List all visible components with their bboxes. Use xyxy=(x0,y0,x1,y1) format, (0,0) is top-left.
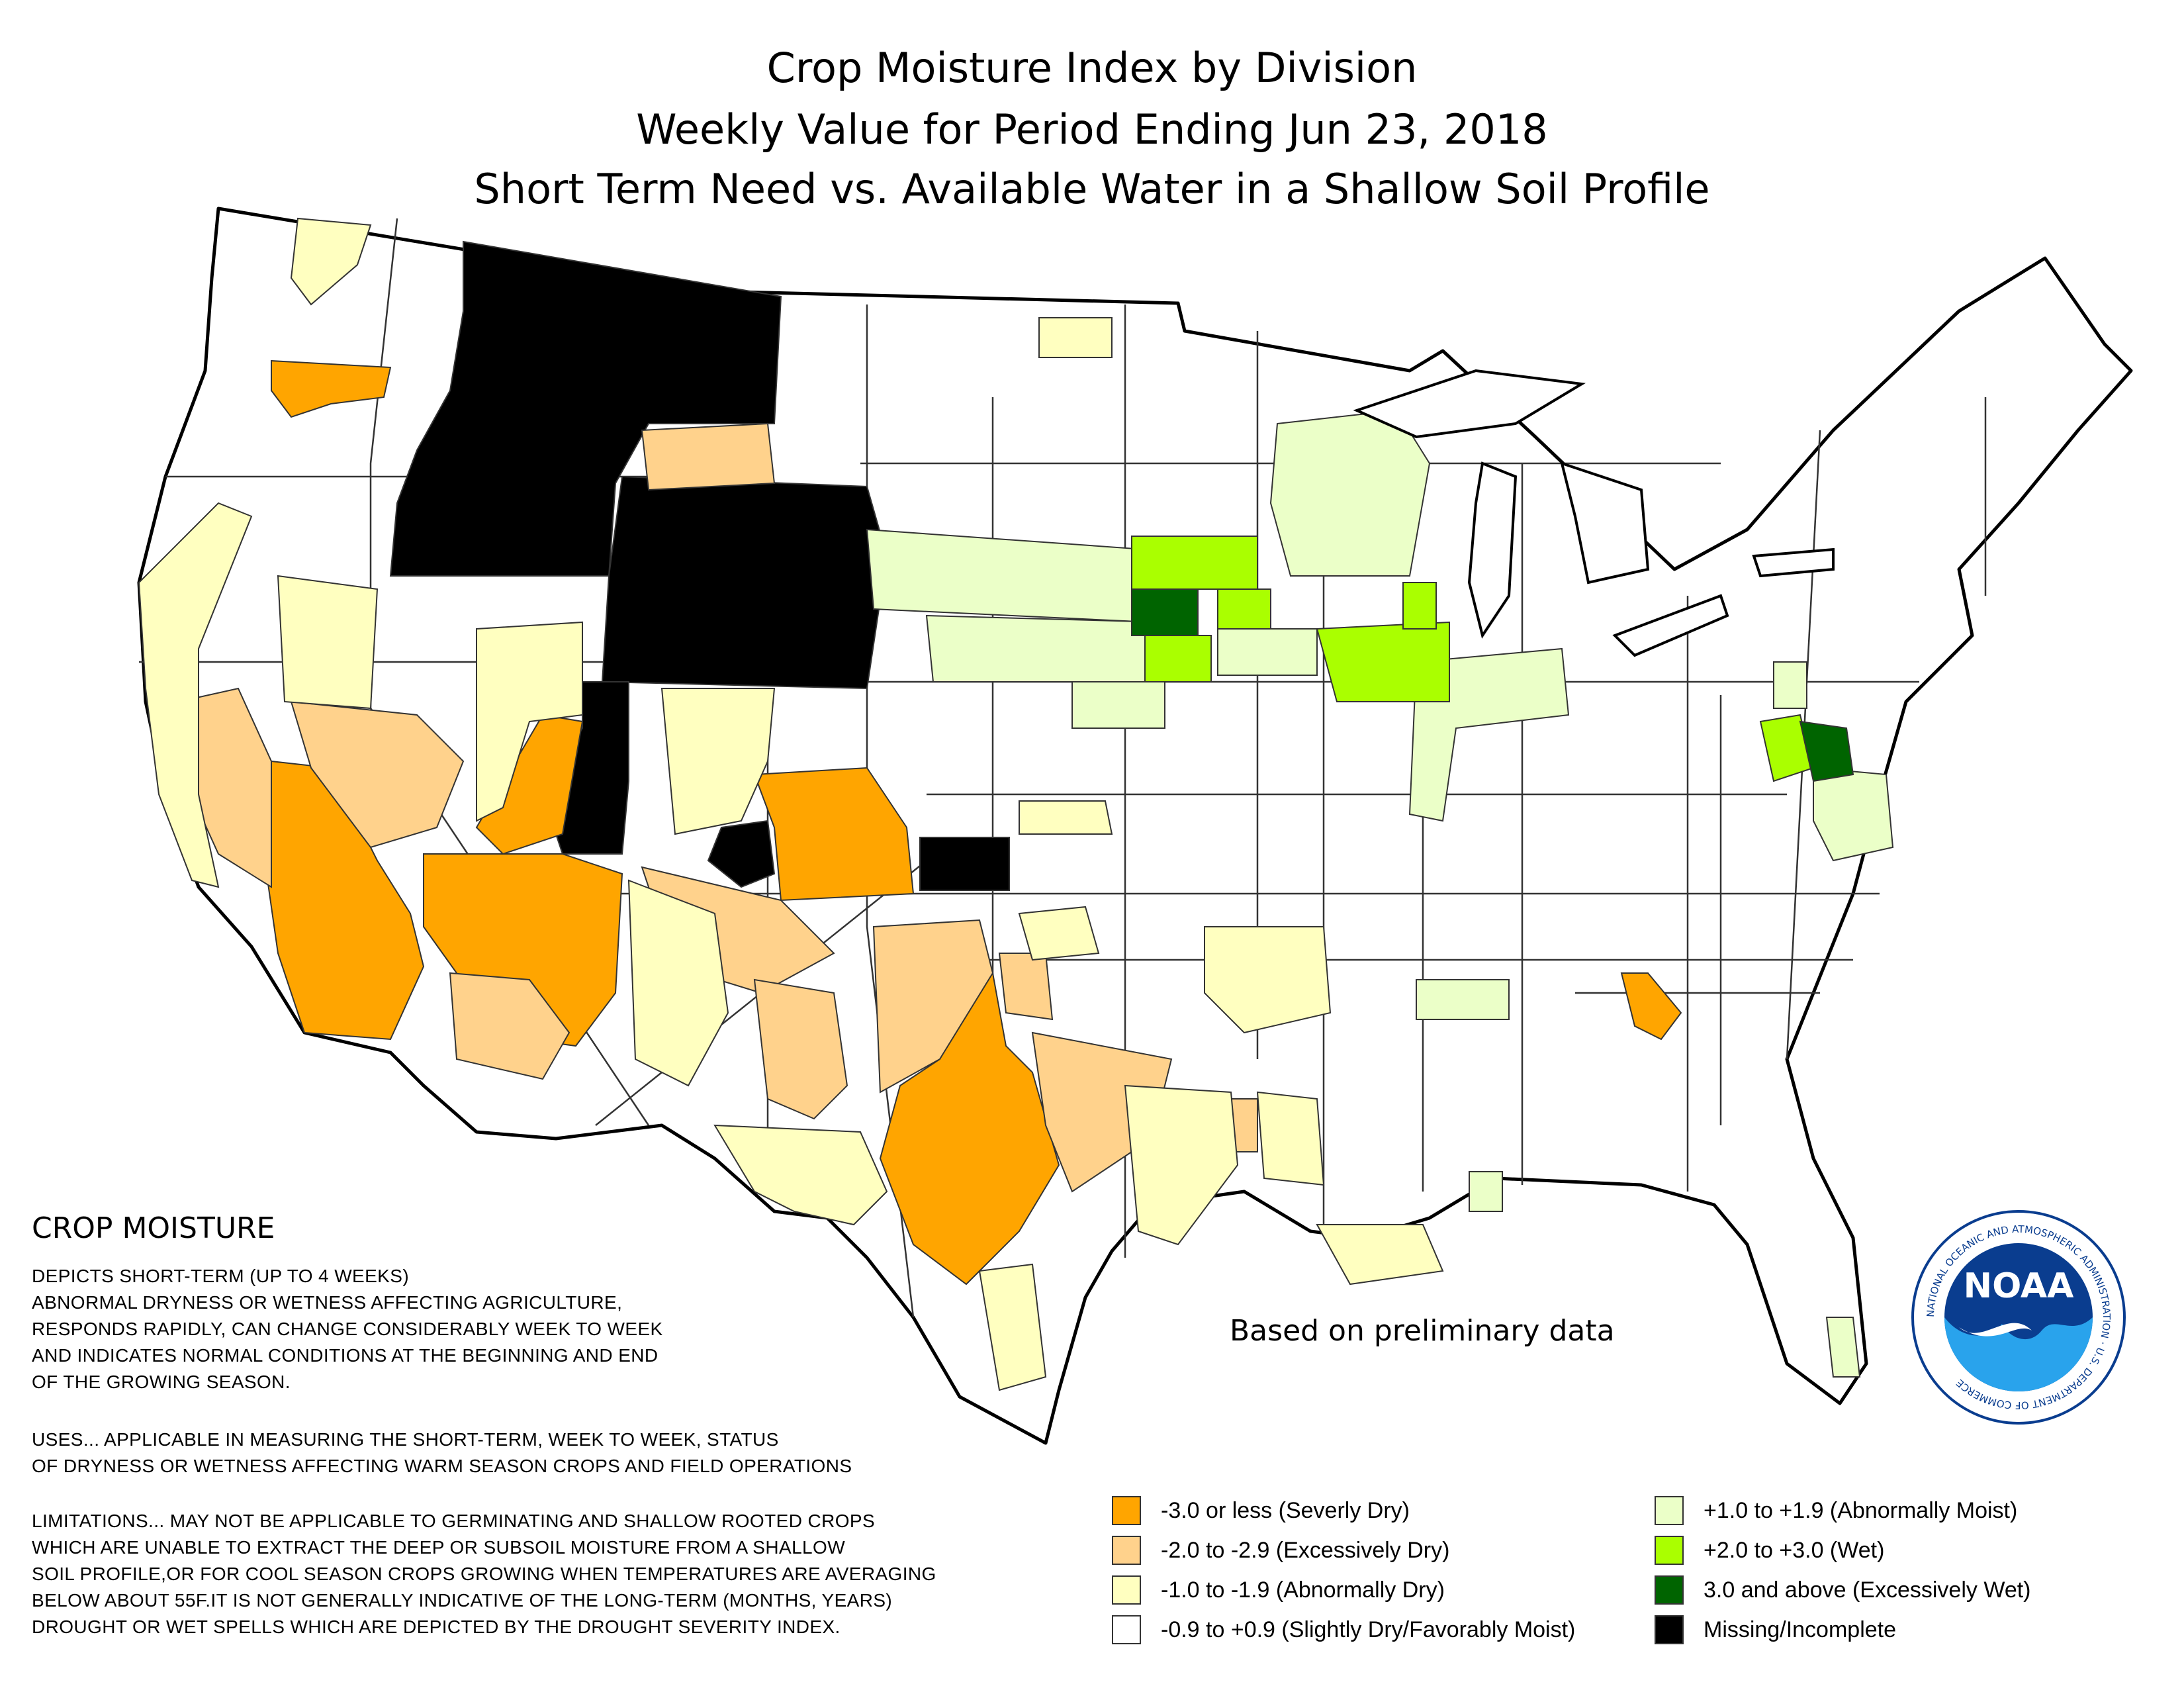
region-excessively-dry-texas-panhandle xyxy=(872,919,994,1094)
description-depicts: DEPICTS SHORT-TERM (UP TO 4 WEEKS) ABNOR… xyxy=(32,1266,663,1392)
region-abnormally-moist-virginia xyxy=(1813,767,1894,862)
region-abnormally-moist-iowa xyxy=(1217,628,1318,676)
legend-swatch xyxy=(1112,1496,1141,1525)
region-abnormally-dry-new-mexico xyxy=(627,879,729,1087)
crop-moisture-heading: CROP MOISTURE xyxy=(32,1211,275,1245)
legend-label: -1.0 to -1.9 (Abnormally Dry) xyxy=(1161,1577,1445,1603)
region-abnormally-dry-texas-west xyxy=(713,1124,888,1226)
region-excessively-dry-wyoming xyxy=(641,422,776,491)
legend-item-wet: +2.0 to +3.0 (Wet) xyxy=(1655,1534,1884,1566)
legend-label: Missing/Incomplete xyxy=(1704,1617,1897,1642)
legend-item-abnormally-dry: -1.0 to -1.9 (Abnormally Dry) xyxy=(1112,1574,1445,1606)
legend-swatch xyxy=(1655,1536,1684,1565)
legend-item-severely-dry: -3.0 or less (Severly Dry) xyxy=(1112,1495,1410,1526)
region-excessively-dry-texas-north xyxy=(1031,1031,1173,1193)
noaa-logo: NOAA NATIONAL OCEANIC AND ATMOSPHERIC AD… xyxy=(1911,1210,2126,1425)
region-abnormally-moist-alabama xyxy=(1469,1171,1503,1212)
legend-label: -3.0 or less (Severly Dry) xyxy=(1161,1497,1410,1523)
legend-item-excessively-dry: -2.0 to -2.9 (Excessively Dry) xyxy=(1112,1534,1449,1566)
legend-swatch xyxy=(1655,1496,1684,1525)
legend-item-missing: Missing/Incomplete xyxy=(1655,1614,1896,1646)
region-excessively-dry-nevada xyxy=(290,700,465,849)
legend-item-excessively-wet: 3.0 and above (Excessively Wet) xyxy=(1655,1574,2031,1606)
map-title: Crop Moisture Index by Division xyxy=(766,44,1418,92)
region-abnormally-dry-california-coast xyxy=(138,502,253,888)
legend-label: +2.0 to +3.0 (Wet) xyxy=(1704,1537,1885,1563)
region-abnormally-moist-nebraska-south xyxy=(925,614,1166,682)
region-wet-illinois-iowa xyxy=(1316,621,1450,702)
lake-erie xyxy=(1612,594,1729,657)
region-excessively-dry-arizona-south xyxy=(449,972,570,1080)
region-abnormally-moist-florida xyxy=(1825,1317,1861,1378)
region-abnormally-dry-nevada xyxy=(277,575,379,710)
legend-item-near-normal: -0.9 to +0.9 (Slightly Dry/Favorably Moi… xyxy=(1112,1614,1575,1646)
region-missing-kansas xyxy=(919,837,1010,891)
region-excessively-dry-oklahoma xyxy=(998,953,1054,1021)
region-severely-dry-south-carolina xyxy=(1620,972,1682,1041)
legend-item-abnormally-moist: +1.0 to +1.9 (Abnormally Moist) xyxy=(1655,1495,2017,1526)
region-abnormally-dry-kansas xyxy=(1019,800,1113,835)
region-wet-wisconsin-south xyxy=(1402,582,1437,630)
lake-michigan xyxy=(1467,461,1518,639)
region-abnormally-moist-tennessee xyxy=(1416,979,1510,1020)
legend-label: -2.0 to -2.9 (Excessively Dry) xyxy=(1161,1537,1450,1563)
region-missing-colorado xyxy=(707,820,776,888)
region-abnormally-dry-washington xyxy=(290,217,372,306)
region-abnormally-dry-arkansas xyxy=(1204,926,1332,1034)
region-abnormally-moist-pennsylvania xyxy=(1773,661,1807,709)
region-wet-minnesota xyxy=(1131,536,1258,590)
region-abnormally-dry-north-dakota xyxy=(1038,317,1113,358)
region-missing-montana-idaho xyxy=(389,240,782,577)
preliminary-note: Based on preliminary data xyxy=(1230,1314,1615,1348)
region-abnormally-moist-wisconsin xyxy=(1269,409,1431,577)
legend-swatch xyxy=(1655,1575,1684,1605)
region-severely-dry-oregon xyxy=(271,359,392,418)
region-missing-wyoming xyxy=(601,475,888,690)
legend-label: +1.0 to +1.9 (Abnormally Moist) xyxy=(1704,1497,2018,1523)
legend-swatch xyxy=(1112,1615,1141,1644)
region-wet-iowa-north xyxy=(1217,588,1271,630)
map-subtitle-2: Short Term Need vs. Available Water in a… xyxy=(474,165,1710,213)
region-severely-dry-utah xyxy=(475,714,584,855)
legend-label: -0.9 to +0.9 (Slightly Dry/Favorably Moi… xyxy=(1161,1617,1576,1642)
map-subtitle: Weekly Value for Period Ending Jun 23, 2… xyxy=(636,105,1548,154)
description-uses: USES... APPLICABLE IN MEASURING THE SHOR… xyxy=(32,1429,852,1476)
lake-ontario xyxy=(1752,547,1835,578)
region-abnormally-dry-louisiana xyxy=(1256,1091,1325,1186)
region-excessively-wet-minnesota xyxy=(1131,588,1199,636)
legend-swatch xyxy=(1112,1536,1141,1565)
region-abnormally-dry-texas-south xyxy=(978,1263,1047,1391)
region-abnormally-dry-texas-central xyxy=(1124,1084,1239,1246)
region-abnormally-dry-utah xyxy=(476,621,583,822)
region-abnormally-dry-gulf-coast xyxy=(1316,1224,1444,1286)
legend-label: 3.0 and above (Excessively Wet) xyxy=(1704,1577,2031,1603)
lake-huron xyxy=(1560,461,1650,585)
region-abnormally-dry-oklahoma xyxy=(1018,906,1100,961)
region-wet-iowa xyxy=(1144,635,1212,682)
region-abnormally-moist-kansas-east xyxy=(1071,681,1165,729)
region-severely-dry-colorado xyxy=(753,767,915,902)
legend-swatch xyxy=(1655,1615,1684,1644)
description-limitations: LIMITATIONS... MAY NOT BE APPLICABLE TO … xyxy=(32,1511,936,1637)
region-severely-dry-texas xyxy=(879,972,1060,1286)
noaa-logo-text: NOAA xyxy=(1964,1266,2074,1306)
region-excessively-dry-new-mexico-east xyxy=(753,978,848,1120)
region-excessively-wet-virginia xyxy=(1799,720,1854,782)
lake-superior xyxy=(1353,369,1586,439)
legend-swatch xyxy=(1112,1575,1141,1605)
region-abnormally-dry-colorado xyxy=(660,688,776,835)
